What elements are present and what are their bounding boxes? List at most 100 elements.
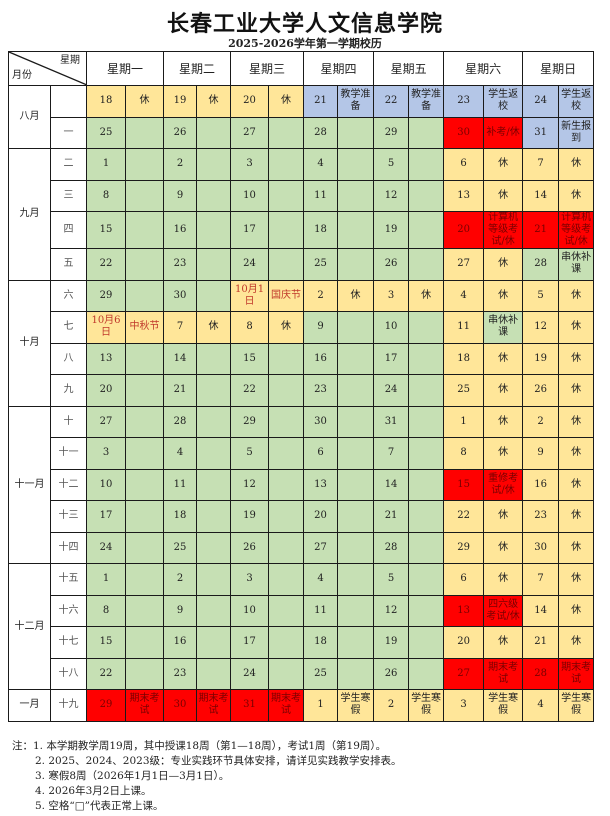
status-cell-thu [337, 179, 375, 212]
corner-month-label: 月份 [12, 70, 32, 81]
status-cell-sun: 期末考试 [558, 657, 595, 690]
week-row: 十月六 29 30 10月1日 国庆节 2 休 3 休 4 休 5 休 [8, 279, 595, 407]
week-row: 十二 10 11 12 13 14 15 重修考试/休 16 休 [9, 468, 595, 501]
date-cell-tue: 30 [163, 279, 198, 312]
day-header-mon: 星期一 [85, 51, 165, 86]
week-number: 十八 [50, 657, 87, 690]
date-cell-thu: 13 [303, 468, 339, 501]
status-cell-sat: 休 [483, 179, 524, 212]
date-cell-thu: 16 [303, 342, 339, 375]
status-cell-sun: 休 [558, 342, 595, 375]
page-title: 长春工业大学人文信息学院 [166, 12, 443, 37]
status-cell-fri [408, 405, 445, 438]
note-text: 1. 本学期教学周19周，其中授课18周（第1—18周），考试1周（第19周）。 [33, 740, 387, 752]
status-cell-thu: 教学准备 [337, 85, 375, 118]
status-cell-fri: 学生寒假 [408, 689, 445, 722]
week-row: 十一 3 4 5 6 7 8 休 9 休 [9, 437, 595, 470]
date-cell-sun: 12 [522, 311, 560, 344]
date-cell-sun: 24 [522, 85, 560, 118]
day-header-sat: 星期六 [443, 51, 524, 86]
day-header-sun: 星期日 [522, 51, 595, 86]
status-cell-sat: 休 [483, 437, 524, 470]
date-cell-fri: 2 [373, 689, 410, 722]
status-cell-fri [408, 311, 445, 344]
date-cell-sat: 4 [443, 279, 485, 312]
date-cell-fri: 17 [373, 342, 410, 375]
status-cell-tue [196, 531, 232, 564]
corner-cell: 星期 月份 [8, 51, 87, 86]
date-cell-fri: 26 [373, 657, 410, 690]
date-cell-fri: 31 [373, 405, 410, 438]
status-cell-tue [196, 374, 232, 407]
week-row: 十二月 十五 1 2 3 4 5 6 休 7 休 [8, 563, 595, 690]
status-cell-mon [124, 179, 165, 212]
status-cell-tue [196, 148, 232, 181]
date-cell-wed: 24 [230, 248, 270, 281]
date-cell-tue: 23 [163, 657, 198, 690]
notes-prefix: 注： [12, 740, 33, 752]
date-cell-mon: 24 [86, 531, 126, 564]
date-cell-mon: 29 [86, 689, 126, 722]
status-cell-sat: 休 [483, 148, 524, 181]
date-cell-wed: 12 [230, 468, 270, 501]
status-cell-wed [268, 342, 305, 375]
status-cell-thu: 休 [337, 279, 375, 312]
date-cell-tue: 18 [163, 500, 198, 533]
status-cell-fri [408, 531, 445, 564]
date-cell-sun: 5 [522, 279, 560, 312]
date-cell-sun: 23 [522, 500, 560, 533]
date-cell-mon: 27 [86, 405, 126, 438]
week-row: 九月二 1 2 3 4 5 6 休 7 休 [8, 148, 595, 281]
week-number: 八 [50, 342, 87, 375]
status-cell-tue [196, 248, 232, 281]
date-cell-mon: 8 [86, 179, 126, 212]
date-cell-sun: 7 [522, 148, 560, 181]
status-cell-tue [196, 342, 232, 375]
date-cell-wed: 20 [230, 85, 270, 118]
status-cell-sat: 补考/休 [483, 116, 524, 149]
status-cell-thu [337, 657, 375, 690]
date-cell-mon: 25 [86, 116, 126, 149]
status-cell-fri [408, 468, 445, 501]
month-label: 九月 [8, 148, 51, 281]
date-cell-mon: 18 [86, 85, 126, 118]
status-cell-fri [408, 626, 445, 659]
date-cell-fri: 12 [373, 179, 410, 212]
week-number [50, 85, 87, 118]
week-row: 一月 十九 29 期末考试 30 期末考试 31 期末考试 1 学生寒假 2 学生寒假 3 学生寒假 4 学生… [8, 689, 595, 722]
date-cell-thu: 20 [303, 500, 339, 533]
date-cell-fri: 12 [373, 594, 410, 627]
date-cell-thu: 21 [303, 85, 339, 118]
date-cell-tue: 28 [163, 405, 198, 438]
week-row: 十四 24 25 26 27 28 29 休 30 休 [9, 531, 595, 564]
date-cell-fri: 28 [373, 531, 410, 564]
week-number: 十五 [50, 563, 87, 596]
status-cell-sun: 学生返校 [558, 85, 595, 118]
status-cell-thu [337, 116, 375, 149]
date-cell-wed: 10 [230, 179, 270, 212]
date-cell-thu: 4 [303, 148, 339, 181]
date-cell-wed: 31 [230, 689, 270, 722]
status-cell-wed [268, 500, 305, 533]
date-cell-wed: 3 [230, 148, 270, 181]
note-3: 3. 寒假8周（2026年1月1日—3月1日）。 [35, 770, 230, 782]
status-cell-thu [337, 248, 375, 281]
date-cell-sat: 6 [443, 563, 485, 596]
status-cell-sat: 串休补课 [483, 311, 524, 344]
date-cell-mon: 20 [86, 374, 126, 407]
week-row: 四 15 16 17 18 19 20 计算机等级考试/休 21 计算机等级考试/休 [9, 211, 595, 249]
status-cell-sat: 休 [483, 342, 524, 375]
week-row: 十七 15 16 17 18 19 20 休 21 休 [9, 626, 595, 659]
date-cell-thu: 25 [303, 657, 339, 690]
status-cell-wed: 休 [268, 85, 305, 118]
page-subtitle: 2025-2026学年第一学期校历 [228, 37, 382, 50]
week-number: 十一 [50, 437, 87, 470]
status-cell-fri [408, 657, 445, 690]
month-label: 八月 [8, 85, 51, 149]
calendar-table: 星期 月份 星期一 星期二 星期三 星期四 星期五 星期六 星期日 八月 18 休 1… [8, 51, 595, 722]
status-cell-tue [196, 594, 232, 627]
date-cell-wed: 10 [230, 594, 270, 627]
date-cell-sat: 27 [443, 248, 485, 281]
status-cell-tue [196, 626, 232, 659]
status-cell-sat: 计算机等级考试/休 [483, 211, 524, 249]
